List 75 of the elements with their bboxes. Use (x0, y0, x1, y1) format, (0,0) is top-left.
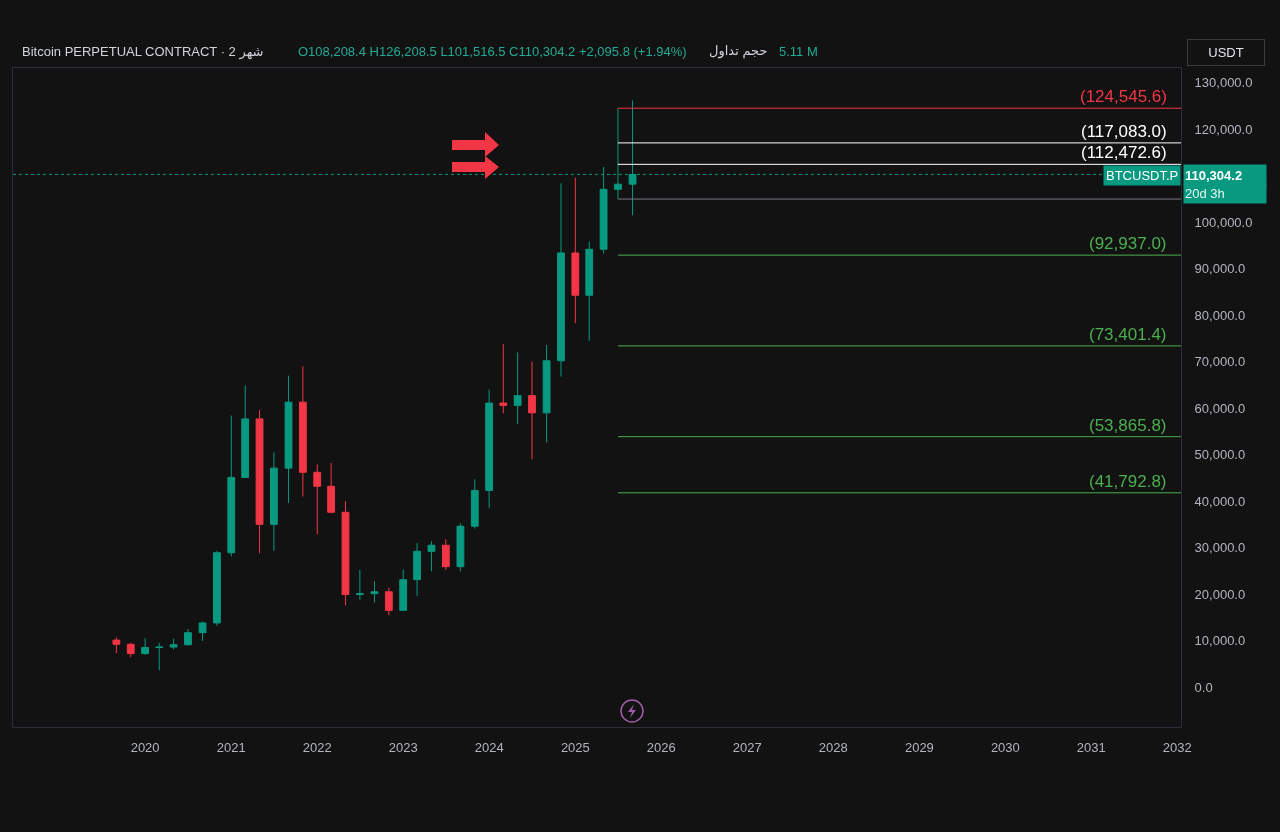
candlestick (241, 384, 250, 479)
y-tick-label: 10,000.0 (1194, 633, 1246, 649)
candlestick (327, 462, 336, 514)
series-label: (53,865.8) (1089, 416, 1167, 435)
candlestick (370, 580, 379, 603)
y-tick-label: 50,000.0 (1194, 447, 1246, 463)
series-label: (124,545.6) (1080, 87, 1167, 106)
x-tick-label: 2028 (818, 739, 848, 755)
x-tick-label: 2032 (1162, 739, 1192, 755)
y-tick-label: 90,000.0 (1194, 261, 1246, 277)
chart-subtitle: O108,208.4 H126,208.5 L101,516.5 C110,304.2 +2,095.8 (+1.94%) (298, 44, 687, 59)
y-tick-label: 40,000.0 (1194, 493, 1246, 509)
chart-title: Bitcoin PERPETUAL CONTRACT · 2 شهر (22, 43, 264, 60)
y-tick-label: 130,000.0 (1194, 75, 1253, 91)
series-label: (92,937.0) (1089, 234, 1167, 253)
text: 5.11 M (779, 44, 818, 59)
candlestick (198, 621, 207, 642)
y-tick-label: 120,000.0 (1194, 121, 1253, 137)
y-axis-title: USDT (1208, 45, 1244, 60)
candlestick (513, 351, 522, 425)
candlestick (384, 587, 393, 616)
candlestick (298, 365, 307, 497)
ref-line-label: 110,304.2 (1185, 167, 1243, 183)
series-label: (41,792.8) (1089, 472, 1167, 491)
y-tick-label: 100,000.0 (1194, 214, 1253, 230)
candlestick (585, 241, 594, 342)
candlestick (470, 478, 479, 530)
candlestick (341, 500, 350, 606)
x-tick-label: 2024 (474, 739, 504, 755)
candlestick (184, 628, 192, 647)
y-tick-label: 30,000.0 (1194, 540, 1246, 556)
candlestick (169, 638, 178, 650)
candlestick (126, 642, 135, 658)
text: حجم تداول (709, 43, 768, 59)
candlestick (155, 642, 164, 671)
candlestick (213, 550, 221, 627)
y-tick-label: 60,000.0 (1194, 400, 1246, 416)
x-tick-label: 2027 (732, 739, 762, 755)
y-tick-label: 80,000.0 (1194, 307, 1246, 323)
candlestick (255, 409, 264, 554)
text: 20d 3h (1185, 186, 1225, 201)
y-tick-label: 0.0 (1194, 679, 1213, 695)
candlestick (441, 538, 450, 571)
y-tick-label: 70,000.0 (1194, 354, 1246, 370)
candlestick (284, 375, 293, 504)
candlestick (112, 636, 121, 654)
candlestick (313, 463, 322, 535)
candlestick (227, 415, 236, 557)
x-tick-label: 2026 (646, 739, 676, 755)
x-tick-label: 2020 (130, 739, 160, 755)
x-tick-label: 2025 (560, 739, 590, 755)
candlestick (399, 568, 408, 611)
x-tick-label: 2030 (990, 739, 1020, 755)
candlestick (528, 361, 536, 460)
candlestick (270, 451, 278, 552)
candlestick (542, 344, 551, 444)
candlestick (456, 522, 465, 572)
candlestick (557, 182, 565, 378)
annotation: BTCUSDT.P (1106, 168, 1179, 183)
candlestick (499, 343, 508, 414)
x-tick-label: 2022 (302, 739, 332, 755)
x-tick-label: 2021 (216, 739, 246, 755)
series-label: (112,472.6) (1081, 143, 1167, 162)
x-tick-label: 2031 (1076, 739, 1106, 755)
candlestick (485, 389, 494, 509)
y-tick-label: 20,000.0 (1194, 586, 1246, 602)
x-tick-label: 2029 (904, 739, 934, 755)
candlestick (571, 177, 580, 324)
candlestick (141, 637, 150, 656)
series-label: (73,401.4) (1089, 325, 1167, 344)
candlestick (413, 542, 421, 597)
x-tick-label: 2023 (388, 739, 418, 755)
candlestick (355, 569, 364, 601)
candlestick (427, 540, 436, 572)
series-label: (117,083.0) (1081, 122, 1167, 141)
